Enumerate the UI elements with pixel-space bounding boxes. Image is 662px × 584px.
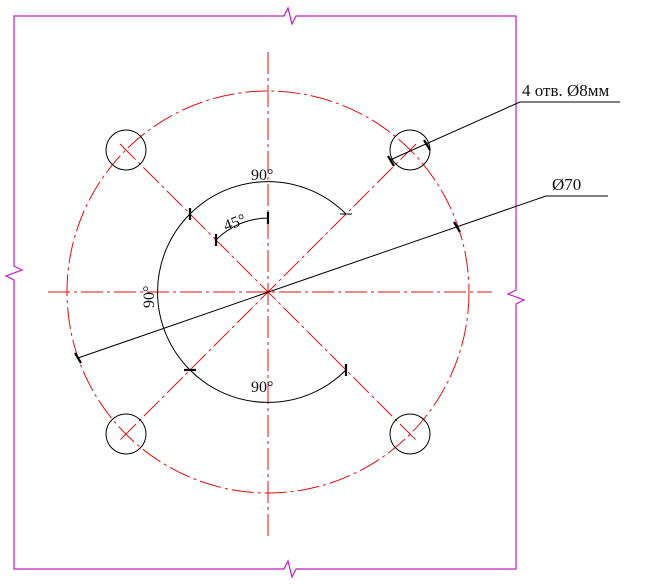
bolt-circle <box>66 90 470 494</box>
angle-label-bottom: 90° <box>251 379 273 396</box>
leader-lines <box>77 101 620 359</box>
hole-top-left <box>105 129 147 171</box>
angle-dimension-arcs <box>157 181 352 403</box>
bolt-circle-leader <box>77 195 608 359</box>
hole-bottom-right <box>389 413 431 455</box>
arc-90-bottom <box>189 369 347 403</box>
center-lines <box>48 52 492 538</box>
bolt-holes <box>105 129 431 455</box>
bolt-circle-label: Ø70 <box>552 175 581 194</box>
angle-label-top: 90° <box>251 167 273 184</box>
frame-outline <box>4 6 526 579</box>
holes-leader <box>389 101 620 161</box>
angle-label-left: 90° <box>141 286 158 308</box>
angle-label-small: 45° <box>221 211 248 235</box>
tick <box>423 139 431 151</box>
tick <box>74 352 82 364</box>
arc-45-small <box>215 217 269 241</box>
dimension-ticks <box>74 139 461 376</box>
holes-label: 4 отв. Ø8мм <box>522 81 610 100</box>
hole-bottom-left <box>105 413 147 455</box>
tick <box>387 155 395 167</box>
arc-90-top <box>189 181 347 215</box>
tick <box>453 221 461 233</box>
arc-90-left <box>157 213 191 371</box>
